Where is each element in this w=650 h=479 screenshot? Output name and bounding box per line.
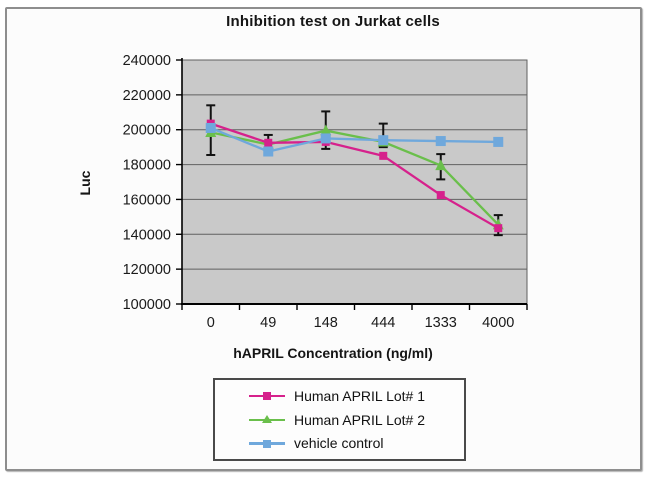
series-marker-square bbox=[320, 133, 331, 144]
series-line-2 bbox=[210, 129, 500, 226]
plot-area: 240000 220000 200000 180000 160000 140000 1200… bbox=[123, 53, 528, 331]
legend-item: Human APRIL Lot# 2 bbox=[249, 412, 464, 428]
series-marker-square bbox=[378, 135, 389, 146]
x-axis-title: hAPRIL Concentration (ng/ml) bbox=[233, 345, 433, 361]
series-line-1 bbox=[210, 122, 499, 230]
legend-swatch-square-icon bbox=[249, 437, 285, 449]
y-tick-label: 100000 bbox=[123, 297, 171, 313]
series-marker-square bbox=[205, 122, 216, 133]
y-tick-label: 200000 bbox=[123, 123, 171, 139]
legend: Human APRIL Lot# 1 Human APRIL Lot# 2 vehi… bbox=[213, 378, 466, 461]
y-tick-label: 160000 bbox=[123, 192, 171, 208]
legend-marker-icon bbox=[263, 392, 271, 401]
x-tick-label: 1333 bbox=[425, 315, 457, 331]
legend-item: Human APRIL Lot# 1 bbox=[249, 388, 464, 404]
y-tick-label: 180000 bbox=[123, 158, 171, 174]
legend-label: vehicle control bbox=[294, 435, 384, 452]
legend-item: vehicle control bbox=[249, 435, 464, 451]
legend-swatch-square-icon bbox=[249, 390, 285, 402]
x-tick-label: 0 bbox=[207, 315, 215, 331]
series-marker-square bbox=[435, 136, 446, 147]
legend-marker-icon bbox=[263, 439, 271, 448]
plot-background bbox=[181, 59, 528, 305]
x-tick-label: 49 bbox=[260, 315, 276, 331]
series-marker-square bbox=[436, 191, 445, 200]
x-tick-label: 444 bbox=[371, 315, 395, 331]
series-marker-square bbox=[263, 146, 274, 157]
y-axis-title: Luc bbox=[77, 170, 93, 196]
series-marker-square bbox=[493, 136, 504, 147]
y-tick-label: 220000 bbox=[123, 88, 171, 104]
series-line-3 bbox=[210, 126, 499, 153]
chart-title: Inhibition test on Jurkat cells bbox=[226, 13, 440, 30]
legend-marker-icon bbox=[262, 415, 272, 423]
legend-label: Human APRIL Lot# 1 bbox=[294, 387, 426, 404]
y-tick-label: 240000 bbox=[123, 53, 171, 69]
x-tick-label: 4000 bbox=[482, 315, 514, 331]
legend-label: Human APRIL Lot# 2 bbox=[294, 411, 426, 428]
series-marker-square bbox=[264, 138, 273, 147]
y-tick-label: 120000 bbox=[123, 262, 171, 278]
series-marker-square bbox=[379, 151, 388, 160]
legend-swatch-triangle-icon bbox=[249, 414, 285, 426]
series-marker-triangle bbox=[435, 159, 447, 171]
y-tick-label: 140000 bbox=[123, 227, 171, 243]
series-marker-triangle bbox=[320, 124, 332, 136]
series-marker-square bbox=[494, 224, 503, 233]
x-tick-label: 148 bbox=[314, 315, 338, 331]
